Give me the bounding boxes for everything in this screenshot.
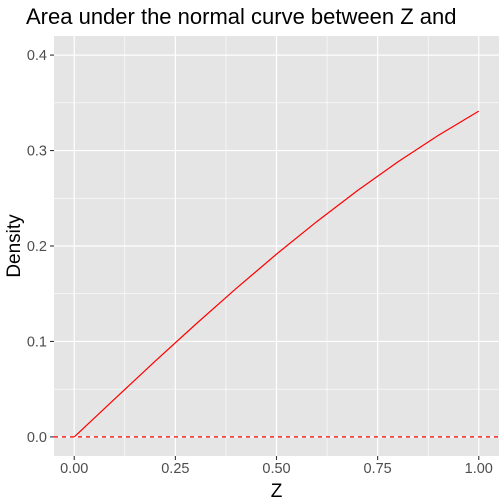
y-tick-label: 0.3	[27, 144, 47, 160]
x-tick-label: 0.25	[161, 461, 189, 477]
major-gridlines	[54, 36, 499, 456]
x-tick-label: 0.00	[60, 461, 88, 477]
y-tick-label: 0.4	[27, 48, 47, 64]
x-axis-title: Z	[271, 481, 283, 502]
y-tick-label: 0.1	[27, 334, 47, 350]
x-tick-label: 0.50	[262, 461, 290, 477]
x-tick-label: 1.00	[465, 461, 493, 477]
series-lines	[73, 110, 480, 438]
y-axis: 0.0 0.1 0.2 0.3 0.4	[27, 48, 54, 446]
y-tick-label: 0.0	[27, 430, 47, 446]
chart-title: Area under the normal curve between Z an…	[26, 4, 456, 29]
x-tick-label: 0.75	[364, 461, 392, 477]
y-tick-label: 0.2	[27, 239, 47, 255]
series-line	[73, 110, 480, 438]
x-axis: 0.00 0.25 0.50 0.75 1.00	[60, 456, 493, 477]
y-axis-title: Density	[4, 214, 25, 278]
